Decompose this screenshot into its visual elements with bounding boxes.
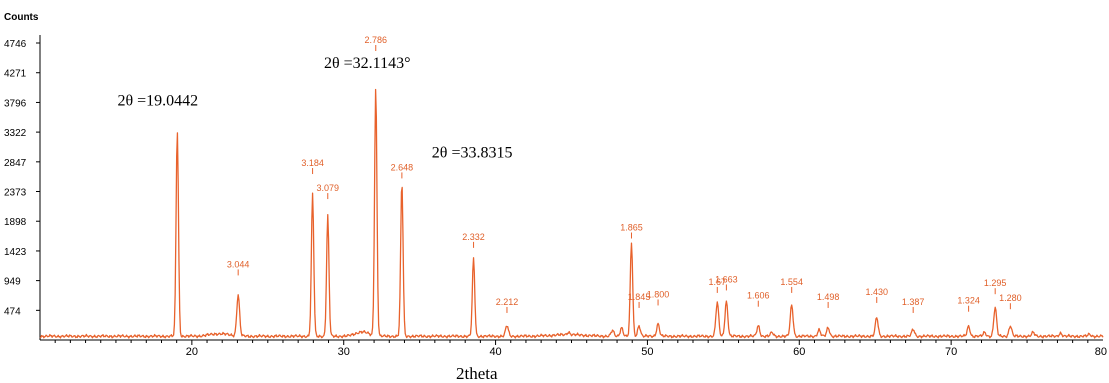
peak-label: 3.079 <box>317 183 340 193</box>
y-tick-label: 2847 <box>4 158 27 169</box>
peak-label: 1.865 <box>620 222 643 232</box>
x-tick-label: 50 <box>641 346 653 358</box>
peak-label: 1.280 <box>999 293 1022 303</box>
y-tick-label: 1898 <box>4 217 27 228</box>
y-tick-label: 4746 <box>4 39 27 50</box>
peak-label: 1.554 <box>780 277 803 287</box>
two-theta-annotation: 2θ =19.0442 <box>117 92 198 109</box>
peak-labels: 2.786 3.044 3.184 3.079 2.648 2.332 2.212 1.865… <box>227 35 1022 313</box>
peak-label: 1.498 <box>817 292 840 302</box>
x-tick-label: 80 <box>1095 346 1107 358</box>
y-tick-label: 1423 <box>4 247 27 258</box>
x-axis: 20 30 40 50 60 70 80 <box>40 339 1107 358</box>
x-tick-label: 70 <box>945 346 957 358</box>
y-tick-label: 3322 <box>4 128 27 139</box>
two-theta-annotation: 2θ =33.8315 <box>432 144 513 161</box>
peak-label: 1.324 <box>957 296 980 306</box>
peak-label: 3.184 <box>301 158 324 168</box>
peak-label: 2.212 <box>496 297 519 307</box>
peak-label: 1.663 <box>715 274 738 284</box>
x-tick-label: 40 <box>489 346 501 358</box>
peak-label: 1.800 <box>647 289 670 299</box>
peak-label: 1.430 <box>865 287 888 297</box>
peak-label: 1.295 <box>984 278 1007 288</box>
y-tick-label: 474 <box>4 306 21 317</box>
y-axis-label: Counts <box>4 12 39 23</box>
y-tick-label: 949 <box>4 277 21 288</box>
x-tick-label: 20 <box>186 346 198 358</box>
y-tick-label: 4271 <box>4 69 27 80</box>
peak-label: 3.044 <box>227 259 250 269</box>
y-tick-label: 3796 <box>4 98 27 109</box>
two-theta-annotation: 2θ =32.1143° <box>324 55 411 72</box>
x-tick-label: 60 <box>793 346 805 358</box>
peak-label: 1.845 <box>628 292 651 302</box>
peak-label: 2.648 <box>391 162 414 172</box>
y-axis: 474 949 1423 1898 2373 2847 3322 3796 4271 4746 <box>4 35 41 340</box>
peak-annotations: 2θ =19.0442 2θ =32.1143° 2θ =33.8315 <box>117 55 512 161</box>
peak-label: 2.332 <box>462 232 485 242</box>
peak-label: 1.67 <box>709 277 727 287</box>
x-axis-label: 2theta <box>456 364 498 383</box>
xrd-pattern-line <box>39 88 1104 339</box>
peak-label: 1.606 <box>747 291 770 301</box>
peak-label: 1.387 <box>902 297 925 307</box>
y-tick-label: 2373 <box>4 188 27 199</box>
peak-label: 2.786 <box>364 35 387 45</box>
x-tick-label: 30 <box>338 346 350 358</box>
